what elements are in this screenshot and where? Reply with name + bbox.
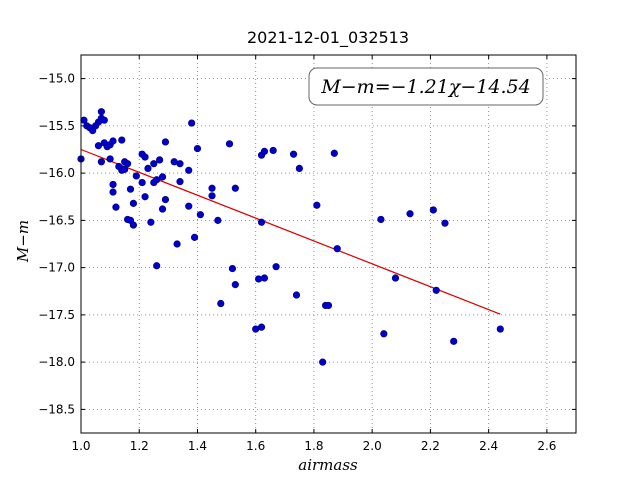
data-point	[260, 274, 269, 282]
data-point	[161, 138, 170, 146]
data-point	[176, 160, 184, 168]
data-point	[292, 291, 301, 299]
data-point	[188, 119, 196, 127]
x-axis-label: airmass	[298, 456, 358, 474]
data-point	[377, 215, 385, 224]
data-point	[109, 188, 117, 196]
data-point	[324, 301, 333, 310]
x-tick-label: 1.0	[71, 439, 90, 453]
y-tick-label: −16.0	[38, 166, 75, 180]
data-point	[260, 147, 269, 155]
x-tick-label: 2.0	[363, 439, 382, 453]
data-point	[406, 210, 414, 218]
data-point	[441, 219, 449, 227]
data-point	[129, 221, 138, 229]
data-point	[161, 195, 170, 204]
y-tick-label: −15.5	[38, 119, 75, 133]
x-tick-label: 1.6	[246, 439, 265, 453]
data-point	[109, 180, 117, 189]
data-points	[77, 108, 504, 366]
x-tick-label: 2.4	[479, 439, 498, 453]
data-point	[269, 146, 277, 155]
data-point	[173, 240, 181, 248]
data-point	[97, 158, 105, 166]
data-point	[185, 202, 193, 210]
data-point	[225, 140, 234, 148]
data-point	[118, 136, 126, 144]
data-point	[450, 337, 458, 345]
data-point	[333, 245, 341, 253]
y-tick-label: −17.0	[38, 261, 75, 275]
chart-title: 2021-12-01_032513	[247, 28, 409, 48]
ticks: 1.0 1.2 1.4 1.6 1.8 2.0 2.2 2.4 2.6 −15.0 −15.5 −16…	[38, 55, 576, 453]
x-tick-label: 1.4	[188, 439, 207, 453]
data-point	[217, 299, 225, 308]
data-point	[150, 160, 158, 168]
data-point	[141, 153, 149, 161]
data-point	[185, 166, 193, 174]
data-point	[100, 116, 108, 124]
x-tick-label: 2.6	[537, 439, 556, 453]
data-point	[94, 142, 103, 150]
data-point	[429, 206, 437, 214]
annotation-box: M−m=−1.21χ−14.54	[308, 67, 544, 106]
x-tick-label: 2.2	[421, 439, 440, 453]
data-point	[158, 173, 167, 181]
data-point	[109, 137, 117, 145]
y-tick-label: −16.5	[38, 213, 75, 227]
data-point	[144, 164, 152, 172]
data-point	[208, 184, 216, 192]
data-point	[126, 185, 135, 193]
data-point	[257, 323, 266, 331]
data-point	[153, 262, 161, 270]
data-point	[257, 218, 266, 226]
data-point	[141, 193, 149, 201]
plot-frame	[80, 54, 577, 434]
data-point	[255, 275, 263, 283]
annotation-frame	[308, 67, 544, 106]
data-point	[123, 160, 132, 168]
data-point	[121, 165, 129, 173]
data-point	[129, 199, 138, 207]
y-axis-label: M−m	[14, 220, 32, 263]
data-point	[156, 156, 164, 164]
x-tick-label: 1.8	[304, 439, 323, 453]
data-point	[176, 178, 184, 186]
y-tick-label: −15.0	[38, 72, 75, 86]
data-point	[289, 150, 298, 158]
data-point	[193, 144, 202, 153]
data-point	[228, 264, 237, 273]
data-point	[272, 263, 280, 271]
fit-line	[80, 148, 501, 315]
data-point	[153, 176, 161, 184]
data-point	[147, 218, 155, 226]
data-point	[231, 281, 239, 289]
data-point	[380, 330, 388, 338]
x-tick-label: 1.2	[130, 439, 149, 453]
data-point	[391, 274, 400, 282]
data-point	[208, 192, 216, 200]
y-tick-label: −18.0	[38, 355, 75, 369]
y-tick-label: −18.5	[38, 402, 75, 416]
data-point	[112, 203, 120, 211]
data-point	[214, 216, 222, 224]
data-point	[190, 233, 199, 241]
data-point	[319, 358, 327, 366]
data-point	[330, 149, 338, 157]
data-point	[158, 205, 167, 213]
fit-equation: M−m=−1.21χ−14.54	[320, 76, 530, 98]
data-point	[295, 164, 303, 172]
data-point	[196, 211, 204, 219]
data-point	[106, 155, 114, 163]
data-point	[138, 178, 146, 187]
data-point	[97, 108, 105, 116]
data-point	[313, 201, 321, 209]
data-point	[132, 172, 140, 180]
y-tick-label: −17.5	[38, 308, 75, 322]
data-point	[496, 325, 504, 333]
data-point	[432, 286, 440, 294]
fit-line-group	[80, 148, 501, 315]
data-point	[231, 184, 239, 192]
